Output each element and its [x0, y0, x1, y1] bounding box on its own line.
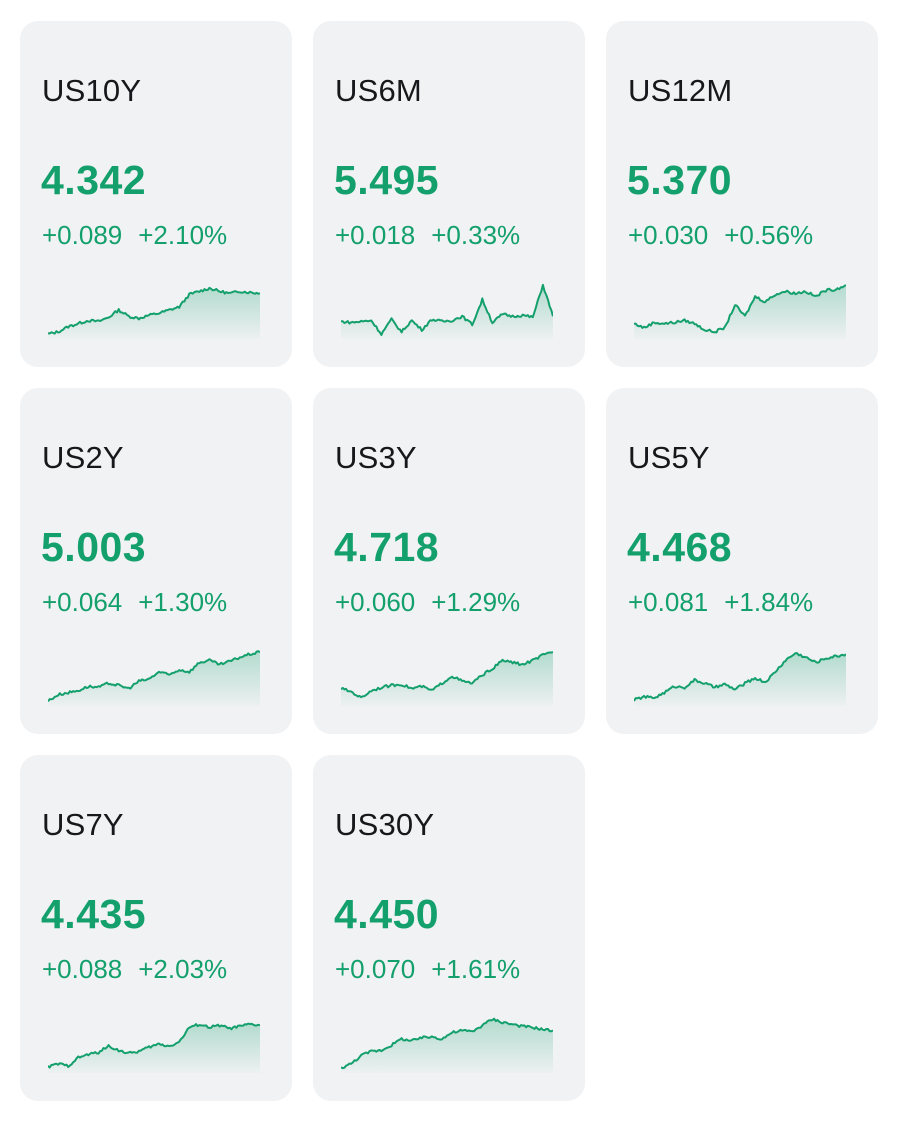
ticker-price: 4.718 — [334, 524, 440, 570]
ticker-price: 4.435 — [41, 891, 147, 937]
ticker-price: 4.342 — [41, 157, 147, 203]
sparkline-chart — [48, 286, 260, 339]
ticker-change-abs: +0.088 — [42, 954, 123, 984]
ticker-change-row: +0.081 +1.84% — [628, 587, 813, 617]
ticker-change-row: +0.088 +2.03% — [42, 954, 227, 984]
ticker-symbol: US12M — [628, 73, 733, 108]
ticker-symbol: US10Y — [42, 73, 142, 108]
ticker-change-abs: +0.081 — [628, 587, 709, 617]
ticker-change-abs: +0.060 — [335, 587, 416, 617]
ticker-change-pct: +1.84% — [724, 587, 814, 617]
ticker-change-row: +0.089 +2.10% — [42, 220, 227, 250]
sparkline-area — [48, 1023, 260, 1073]
sparkline-line — [341, 651, 553, 699]
ticker-symbol: US7Y — [42, 807, 124, 842]
sparkline-area — [48, 651, 260, 706]
sparkline-area — [634, 653, 846, 706]
ticker-change-row: +0.060 +1.29% — [335, 587, 520, 617]
ticker-change-abs: +0.064 — [42, 587, 123, 617]
ticker-price: 4.468 — [627, 524, 733, 570]
ticker-price: 5.003 — [41, 524, 147, 570]
ticker-change-pct: +1.29% — [431, 587, 521, 617]
sparkline-area — [341, 652, 553, 706]
ticker-symbol: US3Y — [335, 440, 417, 475]
ticker-change-pct: +2.03% — [138, 954, 228, 984]
ticker-symbol: US5Y — [628, 440, 710, 475]
ticker-card-us12m[interactable]: US12M 5.370 +0.030 +0.56% — [606, 21, 878, 367]
ticker-change-abs: +0.030 — [628, 220, 709, 250]
ticker-price: 4.450 — [334, 891, 440, 937]
ticker-symbol: US2Y — [42, 440, 124, 475]
ticker-change-pct: +1.61% — [431, 954, 521, 984]
ticker-change-pct: +1.30% — [138, 587, 228, 617]
ticker-change-row: +0.030 +0.56% — [628, 220, 813, 250]
ticker-price: 5.495 — [334, 157, 440, 203]
ticker-change-row: +0.070 +1.61% — [335, 954, 520, 984]
ticker-change-pct: +2.10% — [138, 220, 228, 250]
sparkline-chart — [634, 652, 846, 706]
sparkline-line — [48, 1022, 260, 1069]
sparkline-area — [341, 284, 553, 339]
sparkline-chart — [341, 283, 553, 339]
ticker-change-abs: +0.070 — [335, 954, 416, 984]
ticker-card-us3y[interactable]: US3Y 4.718 +0.060 +1.29% — [313, 388, 585, 734]
sparkline-chart — [634, 284, 846, 339]
ticker-change-pct: +0.56% — [724, 220, 814, 250]
ticker-change-pct: +0.33% — [431, 220, 521, 250]
sparkline-line — [634, 284, 846, 334]
ticker-card-us6m[interactable]: US6M 5.495 +0.018 +0.33% — [313, 21, 585, 367]
ticker-change-abs: +0.089 — [42, 220, 123, 250]
ticker-card-us7y[interactable]: US7Y 4.435 +0.088 +2.03% — [20, 755, 292, 1101]
ticker-card-us5y[interactable]: US5Y 4.468 +0.081 +1.84% — [606, 388, 878, 734]
ticker-change-row: +0.018 +0.33% — [335, 220, 520, 250]
sparkline-chart — [48, 650, 260, 706]
sparkline-area — [48, 287, 260, 339]
ticker-change-row: +0.064 +1.30% — [42, 587, 227, 617]
ticker-card-us10y[interactable]: US10Y 4.342 +0.089 +2.10% — [20, 21, 292, 367]
sparkline-line — [634, 652, 846, 702]
ticker-symbol: US30Y — [335, 807, 435, 842]
sparkline-area — [341, 1018, 553, 1073]
sparkline-line — [341, 1017, 553, 1070]
ticker-price: 5.370 — [627, 157, 733, 203]
sparkline-chart — [341, 1017, 553, 1073]
ticker-change-abs: +0.018 — [335, 220, 416, 250]
ticker-card-us2y[interactable]: US2Y 5.003 +0.064 +1.30% — [20, 388, 292, 734]
ticker-symbol: US6M — [335, 73, 422, 108]
sparkline-line — [48, 286, 260, 335]
sparkline-chart — [48, 1022, 260, 1073]
ticker-card-us30y[interactable]: US30Y 4.450 +0.070 +1.61% — [313, 755, 585, 1101]
yield-grid: US10Y 4.342 +0.089 +2.10% US6M 5.495 +0.0… — [20, 21, 878, 1101]
sparkline-chart — [341, 651, 553, 706]
sparkline-line — [341, 283, 553, 336]
sparkline-line — [48, 650, 260, 702]
